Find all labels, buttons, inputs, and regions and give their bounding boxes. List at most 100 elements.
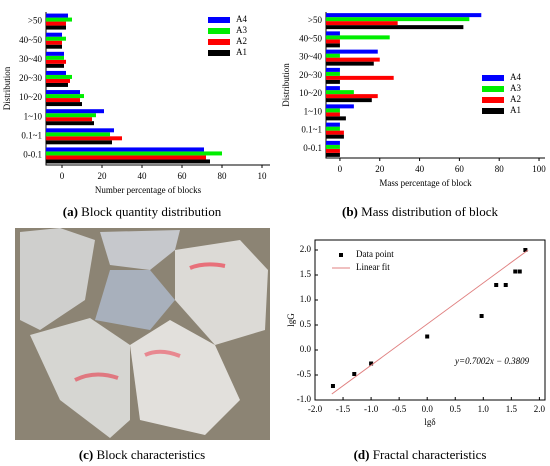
bar	[326, 122, 340, 127]
bar	[326, 31, 340, 36]
legend-label: Data point	[356, 249, 394, 259]
bar	[46, 140, 112, 145]
data-point	[330, 384, 335, 388]
y-tick-label: 30~40	[19, 54, 42, 64]
y-tick-label: 40~50	[19, 35, 42, 45]
caption-label: (a)	[63, 204, 78, 219]
caption: (a) Block quantity distribution	[63, 204, 222, 219]
y-tick-label: 0.0	[300, 344, 312, 354]
x-tick-label: 80	[218, 171, 228, 181]
bar	[326, 148, 340, 153]
caption-text: Block quantity distribution	[81, 204, 222, 219]
legend-label: A3	[510, 83, 521, 93]
x-tick-label: 80	[495, 164, 505, 174]
legend-swatch	[482, 108, 504, 114]
y-tick-label: >50	[308, 15, 323, 25]
bar	[326, 130, 344, 135]
bar	[46, 63, 64, 68]
caption-label: (b)	[342, 204, 358, 219]
x-tick-label: 60	[455, 164, 465, 174]
bar	[326, 17, 470, 22]
bar	[46, 121, 94, 126]
bar	[46, 70, 66, 75]
bar	[46, 90, 80, 95]
data-point	[494, 283, 499, 287]
x-tick-label: 10	[258, 171, 268, 181]
data-point	[503, 283, 508, 287]
y-tick-label: 40~50	[299, 33, 322, 43]
bar	[326, 21, 398, 26]
y-tick-label: 30~40	[299, 52, 322, 62]
data-point	[479, 314, 484, 318]
bar	[326, 79, 340, 84]
bar	[46, 40, 62, 45]
x-tick-label: 2.0	[534, 404, 546, 414]
legend-swatch	[208, 17, 230, 23]
bar	[326, 35, 390, 40]
bar	[46, 25, 66, 30]
bar	[326, 71, 340, 76]
x-tick-label: 20	[375, 164, 385, 174]
bar	[326, 98, 372, 103]
data-point	[425, 334, 430, 339]
bar	[46, 98, 80, 103]
caption: (b) Mass distribution of block	[342, 204, 498, 219]
bar	[46, 155, 206, 160]
bar	[46, 36, 66, 41]
legend-swatch	[482, 97, 504, 103]
bar	[46, 147, 204, 152]
legend-label: Linear fit	[356, 262, 390, 272]
y-tick-label: 1.5	[300, 269, 312, 279]
x-tick-label: 0	[338, 164, 343, 174]
photo	[15, 228, 270, 440]
y-tick-label: >50	[28, 16, 43, 26]
caption-label: (d)	[354, 447, 370, 462]
bar	[326, 144, 340, 149]
y-tick-label: 2.0	[300, 244, 312, 254]
plot-frame	[314, 239, 546, 401]
bar	[326, 13, 482, 18]
bar	[46, 74, 72, 79]
bar	[46, 13, 68, 18]
legend-swatch	[208, 28, 230, 34]
legend-swatch	[208, 39, 230, 45]
bar	[46, 151, 222, 156]
data-point	[523, 248, 528, 252]
mark	[74, 372, 119, 382]
bar	[326, 25, 464, 30]
legend-label: A4	[510, 72, 521, 82]
x-axis-label: Number percentage of blocks	[95, 185, 202, 195]
x-tick-label: -0.5	[392, 404, 407, 414]
bar	[326, 104, 354, 109]
legend-swatch	[208, 50, 230, 56]
bar	[46, 32, 62, 37]
y-tick-label: 10~20	[19, 92, 42, 102]
bar	[46, 94, 84, 99]
y-tick-label: -0.5	[297, 369, 312, 379]
fit-line	[331, 249, 529, 395]
y-axis-label: Distribution	[281, 63, 291, 107]
bar	[46, 128, 114, 133]
x-tick-label: -1.5	[336, 404, 351, 414]
legend-label: A2	[236, 36, 247, 46]
x-tick-label: 0.0	[422, 404, 434, 414]
bar	[326, 75, 394, 80]
data-point	[513, 269, 518, 274]
bar	[326, 126, 340, 131]
bar	[46, 21, 66, 26]
bar	[326, 61, 374, 66]
rock	[20, 228, 95, 330]
x-tick-label: 20	[98, 171, 108, 181]
y-axis-label: Distribution	[2, 66, 12, 110]
bar	[46, 102, 82, 107]
bar	[46, 159, 210, 164]
legend-label: A1	[510, 105, 521, 115]
bar	[326, 112, 340, 117]
bar	[326, 108, 340, 113]
bar	[46, 44, 62, 49]
bar	[46, 82, 68, 87]
legend-swatch	[339, 253, 343, 257]
bar	[46, 136, 122, 141]
y-tick-label: 1~10	[24, 111, 43, 121]
